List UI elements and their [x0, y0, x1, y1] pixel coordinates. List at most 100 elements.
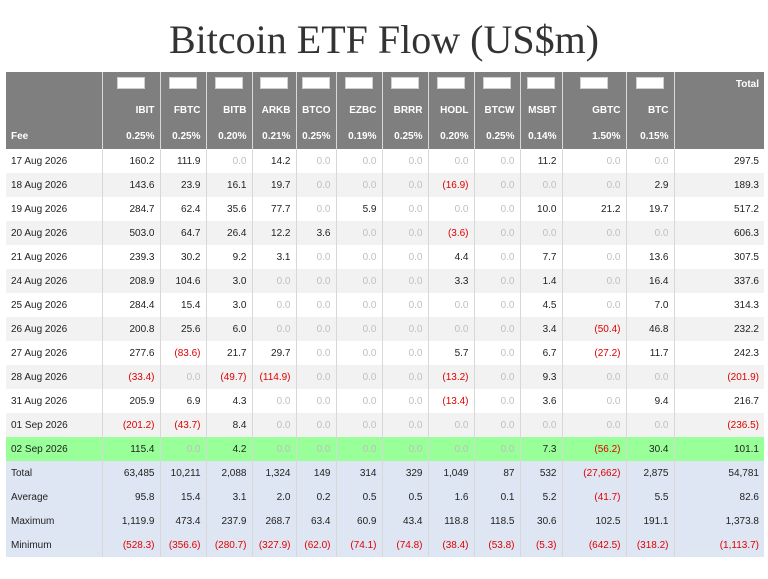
stat-cell: 473.4 [159, 509, 206, 533]
stat-total-cell: 54,781 [673, 461, 764, 485]
flow-cell: 0.0 [427, 317, 474, 341]
flow-cell: 0.0 [295, 413, 336, 437]
flow-cell: 200.8 [101, 317, 160, 341]
flow-cell: 6.0 [205, 317, 252, 341]
date-cell: 20 Aug 2026 [6, 221, 102, 245]
flow-cell: 284.4 [101, 293, 160, 317]
issuer-logo [561, 72, 626, 97]
flow-cell: 11.7 [625, 341, 674, 365]
flow-cell: 205.9 [101, 389, 160, 413]
flow-cell: 0.0 [251, 317, 296, 341]
flow-cell: 0.0 [251, 389, 296, 413]
stat-label: Total [6, 461, 102, 485]
table-row: 24 Aug 2026 208.9 104.6 3.0 0.0 0.0 0.0 0.0 3.3 0… [6, 269, 764, 293]
flow-cell: 0.0 [625, 149, 674, 173]
row-total-cell: 297.5 [673, 149, 764, 173]
row-total-cell: 606.3 [673, 221, 764, 245]
stat-total-cell: 1,373.8 [673, 509, 764, 533]
flow-cell: 21.2 [561, 197, 626, 221]
stat-row: Minimum (528.3) (356.6) (280.7) (327.9) (62.0… [6, 533, 764, 557]
etf-flow-table: Total IBIT FBTC BITB ARKB BTCO EZBC BRRR… [6, 72, 764, 557]
stat-total-cell: (1,113.7) [673, 533, 764, 557]
flow-cell: 0.0 [381, 317, 428, 341]
flow-cell: 0.0 [295, 437, 336, 461]
fee-cell: 0.21% [251, 123, 296, 149]
stat-cell: (318.2) [625, 533, 674, 557]
page-title: Bitcoin ETF Flow (US$m) [168, 17, 600, 62]
flow-cell: 3.1 [251, 245, 296, 269]
flow-cell: 0.0 [561, 149, 626, 173]
stat-cell: 60.9 [335, 509, 382, 533]
flow-cell: 0.0 [251, 413, 296, 437]
flow-cell: 35.6 [205, 197, 252, 221]
vaneck-logo-icon [437, 77, 465, 89]
issuer-logo [295, 72, 336, 97]
flow-cell: 19.7 [625, 197, 674, 221]
flow-cell: 239.3 [101, 245, 160, 269]
flow-cell: 4.5 [519, 293, 562, 317]
flow-cell: 0.0 [381, 173, 428, 197]
flow-cell: 0.0 [473, 269, 520, 293]
flow-cell: 10.0 [519, 197, 562, 221]
table-row: 01 Sep 2026 (201.2) (43.7) 8.4 0.0 0.0 0.0 0.0 0… [6, 413, 764, 437]
stat-row: Total 63,485 10,211 2,088 1,324 149 314 329 1,04… [6, 461, 764, 485]
flow-cell: 3.6 [519, 389, 562, 413]
flow-cell: 0.0 [519, 221, 562, 245]
flow-cell: 0.0 [427, 437, 474, 461]
flow-cell: 0.0 [381, 293, 428, 317]
flow-cell: (114.9) [251, 365, 296, 389]
flow-cell: 6.7 [519, 341, 562, 365]
table-row: 27 Aug 2026 277.6 (83.6) 21.7 29.7 0.0 0.0 0.0 5… [6, 341, 764, 365]
fee-cell: 0.14% [519, 123, 562, 149]
fee-cell: 0.20% [205, 123, 252, 149]
stat-cell: 5.2 [519, 485, 562, 509]
flow-cell: 3.4 [519, 317, 562, 341]
stat-row: Average 95.8 15.4 3.1 2.0 0.2 0.5 0.5 1.6 0.1 5.2(… [6, 485, 764, 509]
stat-cell: 149 [295, 461, 336, 485]
ticker-corner [6, 97, 102, 123]
flow-cell: 0.0 [473, 317, 520, 341]
flow-cell: (27.2) [561, 341, 626, 365]
stat-cell: 1,324 [251, 461, 296, 485]
stat-cell: (280.7) [205, 533, 252, 557]
flow-cell: 0.0 [251, 269, 296, 293]
flow-cell: 0.0 [335, 173, 382, 197]
issuer-logo [381, 72, 428, 97]
flow-cell: 0.0 [295, 149, 336, 173]
flow-cell: 19.7 [251, 173, 296, 197]
flow-cell: 0.0 [561, 245, 626, 269]
flow-cell: 115.4 [101, 437, 160, 461]
flow-cell: (50.4) [561, 317, 626, 341]
flow-cell: 4.2 [205, 437, 252, 461]
row-total-cell: 517.2 [673, 197, 764, 221]
flow-cell: 0.0 [381, 365, 428, 389]
ticker-header: BTCW [473, 97, 520, 123]
ticker-header: HODL [427, 97, 474, 123]
flow-cell: (33.4) [101, 365, 160, 389]
flow-cell: 25.6 [159, 317, 206, 341]
flow-cell: (13.2) [427, 365, 474, 389]
stat-cell: 1.6 [427, 485, 474, 509]
table-row: 18 Aug 2026 143.6 23.9 16.1 19.7 0.0 0.0 0.0 (16… [6, 173, 764, 197]
date-cell: 01 Sep 2026 [6, 413, 102, 437]
date-cell: 02 Sep 2026 [6, 437, 102, 461]
flow-cell: 0.0 [159, 365, 206, 389]
stat-cell: (642.5) [561, 533, 626, 557]
flow-cell: 4.3 [205, 389, 252, 413]
flow-cell: 503.0 [101, 221, 160, 245]
flow-cell: 0.0 [473, 293, 520, 317]
flow-cell: (16.9) [427, 173, 474, 197]
flow-cell: 104.6 [159, 269, 206, 293]
date-cell: 17 Aug 2026 [6, 149, 102, 173]
flow-cell: 0.0 [335, 293, 382, 317]
flow-cell: 0.0 [427, 197, 474, 221]
grayscale-logo-icon [580, 77, 608, 89]
flow-cell: 0.0 [561, 365, 626, 389]
flow-cell: 64.7 [159, 221, 206, 245]
ticker-header: FBTC [159, 97, 206, 123]
table-row: 19 Aug 2026 284.7 62.4 35.6 77.7 0.0 5.9 0.0 0.0… [6, 197, 764, 221]
flow-cell: 0.0 [335, 269, 382, 293]
stat-cell: 10,211 [159, 461, 206, 485]
row-total-cell: 242.3 [673, 341, 764, 365]
flow-cell: 0.0 [427, 413, 474, 437]
